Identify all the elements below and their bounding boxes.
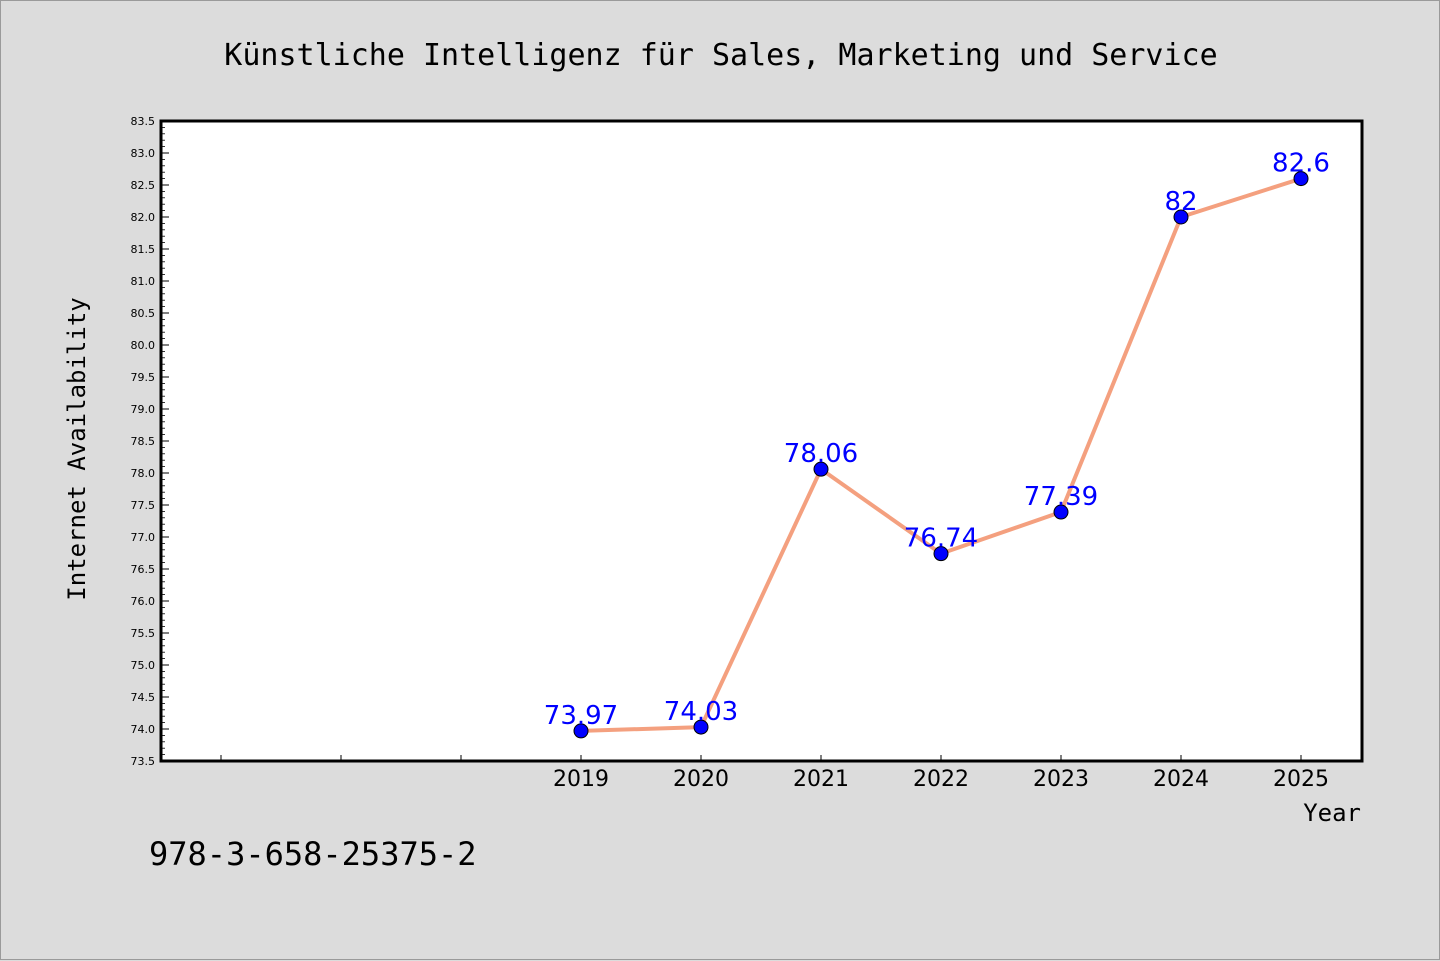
x-tick-label: 2024 (1153, 767, 1209, 792)
y-tick-label: 77.0 (131, 531, 156, 544)
y-tick-label: 83.0 (131, 147, 156, 160)
x-tick-label: 2021 (793, 767, 849, 792)
y-tick-label: 82.5 (131, 179, 156, 192)
x-axis-label: Year (1303, 799, 1361, 827)
y-tick-label: 78.5 (131, 435, 156, 448)
y-tick-label: 74.0 (131, 723, 156, 736)
y-tick-label: 80.5 (131, 307, 156, 320)
y-tick-label: 76.0 (131, 595, 156, 608)
y-tick-label: 82.0 (131, 211, 156, 224)
y-tick-label: 81.5 (131, 243, 156, 256)
y-tick-label: 78.0 (131, 467, 156, 480)
x-tick-label: 2022 (913, 767, 969, 792)
chart-title: Künstliche Intelligenz für Sales, Market… (224, 38, 1217, 73)
y-tick-label: 75.0 (131, 659, 156, 672)
y-tick-label: 79.5 (131, 371, 156, 384)
y-tick-label: 79.0 (131, 403, 156, 416)
x-tick-label: 2020 (673, 767, 729, 792)
x-tick-label: 2023 (1033, 767, 1089, 792)
data-label: 74.03 (664, 697, 738, 727)
y-tick-label: 74.5 (131, 691, 156, 704)
y-tick-label: 80.0 (131, 339, 156, 352)
x-tick-label: 2025 (1273, 767, 1329, 792)
data-label: 77.39 (1024, 482, 1098, 512)
data-label: 76.74 (904, 524, 978, 554)
y-tick-label: 83.5 (131, 115, 156, 128)
data-label: 82 (1164, 187, 1197, 217)
y-tick-label: 73.5 (131, 755, 156, 768)
data-label: 73.97 (544, 701, 618, 731)
y-tick-label: 76.5 (131, 563, 156, 576)
data-label: 78.06 (784, 439, 858, 469)
x-tick-label: 2019 (553, 767, 609, 792)
data-label: 82.6 (1272, 149, 1330, 179)
y-tick-label: 81.0 (131, 275, 156, 288)
y-tick-label: 77.5 (131, 499, 156, 512)
y-axis-label: Internet Availability (63, 297, 91, 600)
isbn-footer: 978-3-658-25375-2 (149, 835, 477, 873)
y-tick-label: 75.5 (131, 627, 156, 640)
